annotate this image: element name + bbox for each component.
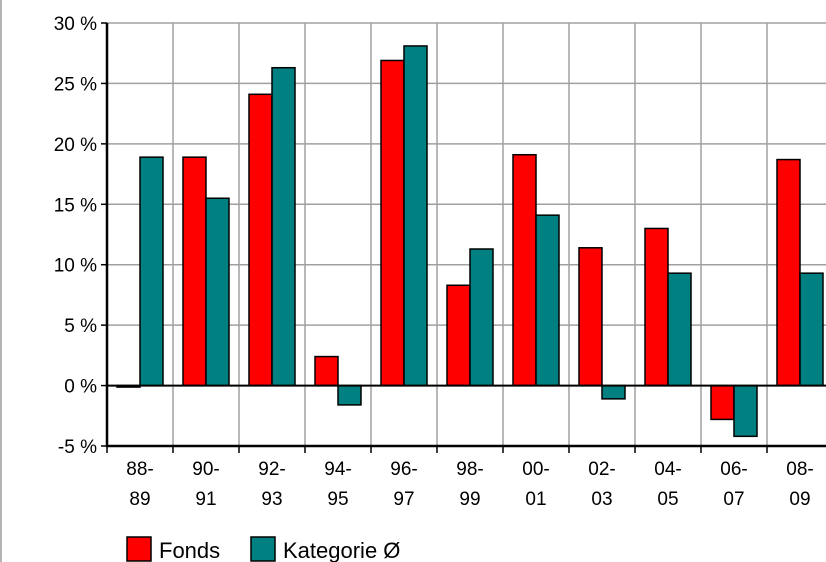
x-tick-label-3: 94-95 bbox=[324, 459, 351, 510]
y-tick-label: 5 % bbox=[64, 316, 97, 337]
legend-swatch-0 bbox=[126, 536, 152, 562]
x-tick-label-8: 04-05 bbox=[654, 459, 681, 510]
x-tick-label-9: 06-07 bbox=[720, 459, 747, 510]
y-tick-label: 0 % bbox=[64, 377, 97, 398]
bar-fonds-8 bbox=[644, 227, 669, 387]
bar-fonds-3 bbox=[314, 355, 339, 387]
y-tick-label: 30 % bbox=[54, 14, 97, 35]
bar-kategorie--1 bbox=[205, 197, 230, 387]
y-tick-label: -5 % bbox=[58, 437, 97, 458]
bar-kategorie--5 bbox=[469, 248, 494, 387]
bar-fonds-7 bbox=[578, 247, 603, 387]
y-tick-label: 10 % bbox=[54, 256, 97, 277]
x-tick-labels: 88-89 90-91 92-93 94-95 96-97 98-99 00-01 02-03… bbox=[126, 459, 813, 510]
bar-kategorie--10 bbox=[799, 272, 824, 387]
bar-fonds-2 bbox=[248, 93, 273, 387]
legend-swatch-1 bbox=[250, 536, 276, 562]
bar-kategorie--7 bbox=[601, 384, 626, 400]
legend: Fonds Kategorie Ø bbox=[126, 536, 400, 562]
bar-fonds-5 bbox=[446, 284, 471, 387]
bar-kategorie--2 bbox=[271, 66, 296, 387]
legend-label-1: Kategorie Ø bbox=[283, 538, 400, 562]
legend-label-0: Fonds bbox=[159, 538, 220, 562]
x-tick-label-6: 00-01 bbox=[522, 459, 549, 510]
bar-kategorie--3 bbox=[337, 384, 362, 406]
y-tick-label: 15 % bbox=[54, 195, 97, 216]
bar-kategorie--8 bbox=[667, 272, 692, 387]
y-tick-labels: -5 % 0 % 5 % 10 % 15 % 20 % 25 % 30 % bbox=[54, 14, 97, 458]
x-tick-label-4: 96-97 bbox=[390, 459, 417, 510]
y-tick-label: 20 % bbox=[54, 135, 97, 156]
bar-kategorie--0 bbox=[139, 156, 164, 387]
bar-fonds-6 bbox=[512, 153, 537, 387]
grid-lines bbox=[107, 22, 826, 447]
y-tick-label: 25 % bbox=[54, 74, 97, 95]
x-tick-label-7: 02-03 bbox=[588, 459, 615, 510]
bar-kategorie--9 bbox=[733, 384, 758, 438]
bar-fonds-1 bbox=[182, 156, 207, 387]
x-tick-label-10: 08-09 bbox=[786, 459, 813, 510]
bar-kategorie--4 bbox=[403, 45, 428, 387]
x-tick-label-5: 98-99 bbox=[456, 459, 483, 510]
bar-fonds-10 bbox=[776, 158, 801, 387]
x-tick-label-0: 88-89 bbox=[126, 459, 153, 510]
bar-kategorie--6 bbox=[535, 214, 560, 387]
bars bbox=[116, 45, 824, 438]
x-tick-label-1: 90-91 bbox=[192, 459, 219, 510]
bar-fonds-9 bbox=[710, 384, 735, 421]
bar-fonds-4 bbox=[380, 59, 405, 387]
x-tick-label-2: 92-93 bbox=[258, 459, 285, 510]
